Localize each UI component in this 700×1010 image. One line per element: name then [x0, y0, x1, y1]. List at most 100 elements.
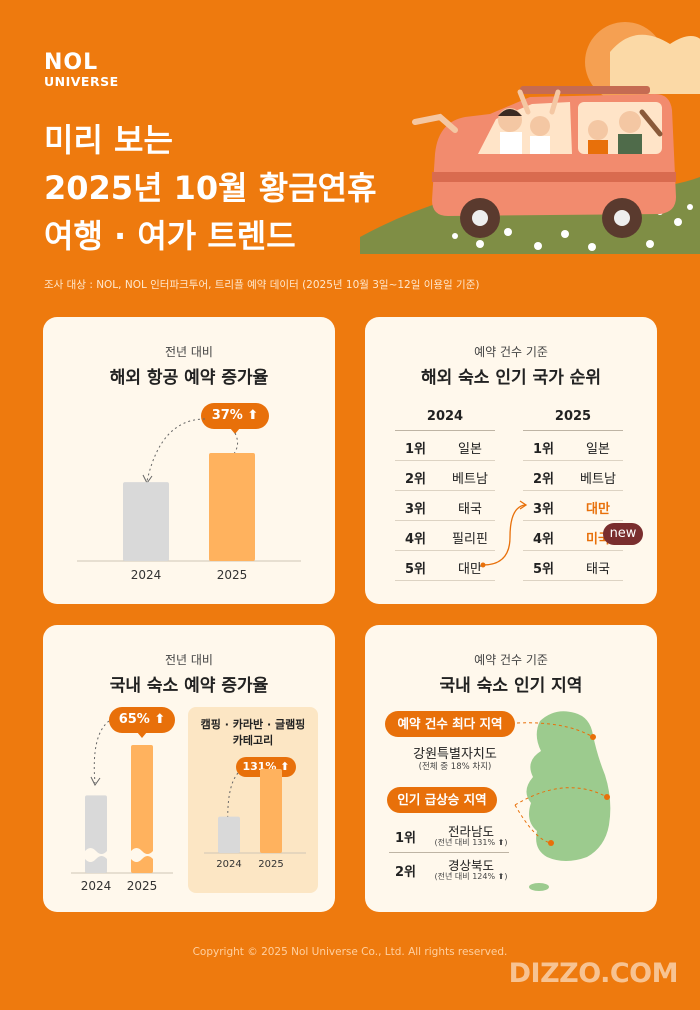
card-overseas-ranking: 예약 건수 기준 해외 숙소 인기 국가 순위 2024 2025 1위 일본 2위… [365, 317, 657, 604]
rising-rank: 2위 [395, 865, 417, 880]
card-domestic-growth: 전년 대비 국내 숙소 예약 증가율 65% ⬆ 2024 2025 캠핑 · 카… [43, 625, 335, 912]
card1-chart: 2024 2025 [77, 418, 301, 582]
rank-row-2025-3: 3위 대만 [523, 491, 623, 521]
card1-badge-value: 37% [211, 408, 243, 423]
rank-row-2025-5: 5위 태국 [523, 551, 623, 581]
rank-number: 5위 [405, 562, 427, 577]
rank-row-2024-2: 2위 베트남 [395, 461, 495, 491]
card1-bar-2025 [209, 453, 255, 561]
rising-region-name: 전라남도 [447, 824, 494, 839]
logo-line2: UNIVERSE [44, 74, 119, 89]
up-arrow-icon: ⬆ [247, 408, 259, 423]
card3-subtitle: 전년 대비 [165, 653, 213, 667]
rank-number: 5위 [533, 562, 555, 577]
top-region-share: (전체 중 18% 차지) [418, 762, 492, 772]
inset-chart: 2024 2025 [204, 769, 306, 870]
jeonnam-marker [548, 840, 554, 846]
inset-bar-2024 [218, 816, 240, 853]
inset-title-line2: 카테고리 [232, 734, 274, 747]
rank-number: 3위 [533, 502, 555, 517]
ranking-col-2025: 2025 [554, 409, 592, 424]
card2-connector [480, 500, 528, 568]
up-arrow-icon: ⬆) [497, 838, 508, 847]
card-domestic-regions: 예약 건수 기준 국내 숙소 인기 지역 예약 건수 최다 지역 강원특별자치도… [365, 625, 657, 912]
card-overseas-flight: 전년 대비 해외 항공 예약 증가율 37% ⬆ 2024 2025 [43, 317, 335, 604]
card1-label-2025: 2025 [217, 568, 248, 582]
card3-chart: 2024 2025 [71, 720, 173, 893]
dizzo-watermark: DIZZO.COM [508, 958, 679, 989]
card1-label-2024: 2024 [131, 568, 162, 582]
inset-bar-2025 [260, 769, 282, 853]
card3-axis-break-2025 [131, 848, 153, 862]
card3-title: 국내 숙소 예약 증가율 [109, 676, 269, 696]
rising-region-name: 경상북도 [447, 858, 494, 873]
rank-row-2024-4: 4위 필리핀 [395, 521, 495, 551]
rising-growth: (전년 대비 124% ⬆) [429, 871, 513, 882]
title-line1: 미리 보는 [44, 121, 173, 159]
inset-title: 캠핑 · 카라반 · 글램핑 카테고리 [188, 717, 318, 749]
up-arrow-icon: ⬆ [280, 760, 290, 773]
rising-growth-text: (전년 대비 131% [434, 838, 496, 847]
rank-number: 4위 [533, 532, 555, 547]
logo-line1: NOL [44, 50, 99, 75]
rising-region-label: 인기 급상승 지역 [387, 787, 497, 813]
rank-country: 일본 [586, 442, 610, 457]
card1-title: 해외 항공 예약 증가율 [109, 368, 269, 388]
card3-bar-2025 [131, 745, 153, 873]
rank-country: 일본 [458, 442, 482, 457]
rank-number: 1위 [405, 442, 427, 457]
rank-number: 2위 [533, 472, 555, 487]
inset-label-2025: 2025 [258, 859, 283, 870]
rank-number: 2위 [405, 472, 427, 487]
rank-country: 필리핀 [452, 532, 488, 547]
rising-rank: 1위 [395, 831, 417, 846]
rank-number: 3위 [405, 502, 427, 517]
card4-subtitle: 예약 건수 기준 [474, 653, 548, 667]
van [412, 86, 676, 238]
rising-growth: (전년 대비 131% ⬆) [429, 837, 513, 848]
ranking-col-2024: 2024 [426, 409, 464, 424]
jeju-shape [529, 883, 549, 891]
card1-subtitle: 전년 대비 [165, 345, 213, 359]
rank-country: 베트남 [580, 472, 616, 487]
hero-illustration [360, 22, 700, 254]
top-region-name: 강원특별자치도 [413, 747, 497, 762]
inset-label-2024: 2024 [216, 859, 241, 870]
card3-badge-value: 65% [118, 712, 150, 727]
rank-country: 태국 [458, 502, 482, 517]
rank-country: 태국 [586, 562, 610, 577]
korea-peninsula-shape [526, 711, 611, 861]
card2-subtitle: 예약 건수 기준 [474, 345, 548, 359]
card1-bar-2024 [123, 482, 169, 561]
card3-label-2025: 2025 [127, 879, 158, 893]
inset-title-line1: 캠핑 · 카라반 · 글램핑 [200, 718, 306, 731]
card2-title: 해외 숙소 인기 국가 순위 [420, 368, 602, 388]
card3-growth-badge: 65% ⬆ [109, 707, 175, 738]
rank-row-2024-3: 3위 태국 [395, 491, 495, 521]
card1-growth-badge: 37% ⬆ [201, 403, 269, 434]
card3-label-2024: 2024 [81, 879, 112, 893]
rank-row-2024-5: 5위 대만 [395, 551, 495, 581]
rank-row-2025-2: 2위 베트남 [523, 461, 623, 491]
korea-map [514, 711, 611, 891]
title-line3: 여행 · 여가 트렌드 [44, 217, 296, 255]
up-arrow-icon: ⬆ [154, 712, 166, 727]
card1-trend-curve [146, 418, 206, 482]
rising-growth-text: (전년 대비 124% [434, 872, 496, 881]
survey-note: 조사 대상 : NOL, NOL 인터파크투어, 트리플 예약 데이터 (202… [44, 279, 480, 291]
top-region-label: 예약 건수 최다 지역 [385, 711, 515, 737]
card3-axis-break-2024 [85, 848, 107, 862]
rank-row-2025-1: 1위 일본 [523, 431, 623, 461]
taiwan-rank-connector [482, 504, 526, 566]
up-arrow-icon: ⬆) [497, 872, 508, 881]
rank-number: 4위 [405, 532, 427, 547]
new-badge: new [603, 523, 643, 545]
rank-country: 대만 [586, 502, 610, 517]
van-illustration [360, 22, 700, 254]
rank-country: 대만 [458, 562, 482, 577]
rank-number: 1위 [533, 442, 555, 457]
camping-inset: 캠핑 · 카라반 · 글램핑 카테고리 131% ⬆ 2024 2025 [188, 707, 318, 893]
rank-country: 베트남 [452, 472, 488, 487]
nol-universe-logo: NOL UNIVERSE [44, 52, 119, 89]
title-line2: 2025년 10월 황금연휴 [44, 169, 377, 207]
